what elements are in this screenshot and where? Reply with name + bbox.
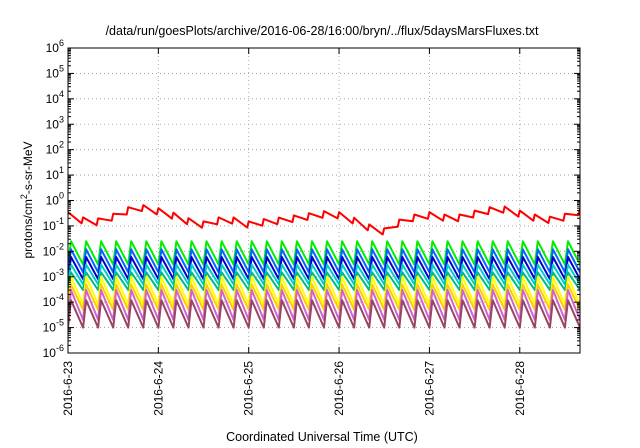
x-tick-label: 2016-6-23 <box>61 361 75 416</box>
y-tick-label: 10-6 <box>43 343 64 360</box>
series-line-10 <box>68 299 580 329</box>
x-tick-label: 2016-6-27 <box>422 361 436 416</box>
y-axis-label-superscript: 2 <box>19 194 29 199</box>
y-tick-label: 10-2 <box>43 241 64 258</box>
y-tick-label: 10-1 <box>43 216 64 233</box>
series-line-6 <box>68 271 580 291</box>
y-tick-label: 10-4 <box>43 292 64 309</box>
y-tick-label: 104 <box>46 89 64 106</box>
x-axis: 2016-6-23 2016-6-24 2016-6-25 2016-6-26 2016… <box>61 48 527 416</box>
y-tick-label: 106 <box>46 38 64 55</box>
series-group <box>68 204 580 329</box>
y-axis-label-suffix: -s-sr-MeV <box>21 141 35 194</box>
y-tick-label: 10-3 <box>43 267 64 284</box>
x-tick-label: 2016-6-28 <box>513 361 527 416</box>
chart-title: /data/run/goesPlots/archive/2016-06-28/1… <box>106 24 539 38</box>
x-axis-label: Coordinated Universal Time (UTC) <box>226 430 418 444</box>
x-tick-label: 2016-6-24 <box>151 361 165 416</box>
x-tick-label: 2016-6-25 <box>242 361 256 416</box>
series-line-1 <box>68 204 580 236</box>
y-tick-label: 103 <box>46 114 64 131</box>
y-axis-label-prefix: protons/cm <box>21 199 35 258</box>
y-tick-label: 10-5 <box>43 318 64 335</box>
y-axis-label: protons/cm2-s-sr-MeV <box>19 141 35 258</box>
series-line-8 <box>68 283 580 311</box>
y-tick-label: 102 <box>46 140 64 157</box>
x-tick-label: 2016-6-26 <box>332 361 346 416</box>
y-tick-label: 105 <box>46 63 64 80</box>
y-tick-label: 101 <box>46 165 64 182</box>
y-tick-label: 100 <box>46 191 64 208</box>
y-axis: 10-6 10-5 10-4 10-3 10-2 10-1 100 101 102 103 104 1… <box>43 38 580 360</box>
